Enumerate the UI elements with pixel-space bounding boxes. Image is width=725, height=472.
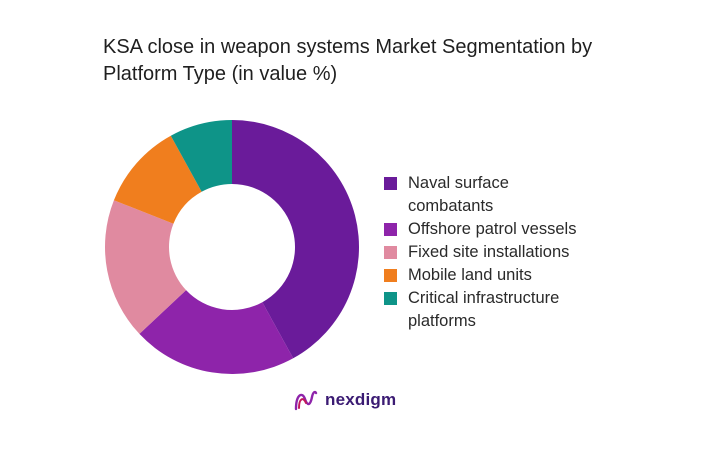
legend-item-offshore-patrol-vessels: Offshore patrol vessels — [384, 218, 648, 241]
brand-logo: nexdigm — [293, 387, 396, 413]
donut-slice-mobile-land-units — [113, 135, 202, 224]
legend-item-mobile-land-units: Mobile land units — [384, 264, 648, 287]
legend-label: Offshore patrol vessels — [408, 220, 577, 238]
legend-label: Naval surface combatants — [408, 174, 509, 215]
legend-swatch — [384, 177, 397, 190]
legend-swatch — [384, 292, 397, 305]
donut-slice-naval-surface-combatants — [232, 120, 360, 359]
brand-name: nexdigm — [325, 390, 397, 409]
legend-swatch — [384, 223, 397, 236]
chart-title: KSA close in weapon systems Market Segme… — [103, 36, 593, 85]
legend-item-naval-surface-combatants: Naval surface combatants — [384, 172, 648, 218]
legend-item-critical-infrastructure-platforms: Critical infrastructure platforms — [384, 287, 648, 333]
legend-item-fixed-site-installations: Fixed site installations — [384, 241, 648, 264]
chart-legend: Naval surface combatants Offshore patrol… — [384, 172, 648, 333]
legend-label: Critical infrastructure platforms — [408, 289, 560, 330]
donut-slice-critical-infrastructure-platforms — [170, 120, 232, 192]
legend-swatch — [384, 246, 397, 259]
legend-swatch — [384, 269, 397, 282]
donut-slices — [105, 120, 360, 374]
nexdigm-logo-icon — [294, 390, 318, 411]
donut-slice-offshore-patrol-vessels — [139, 290, 294, 374]
legend-label: Fixed site installations — [408, 243, 570, 261]
donut-slice-fixed-site-installations — [105, 200, 187, 334]
legend-label: Mobile land units — [408, 266, 532, 284]
